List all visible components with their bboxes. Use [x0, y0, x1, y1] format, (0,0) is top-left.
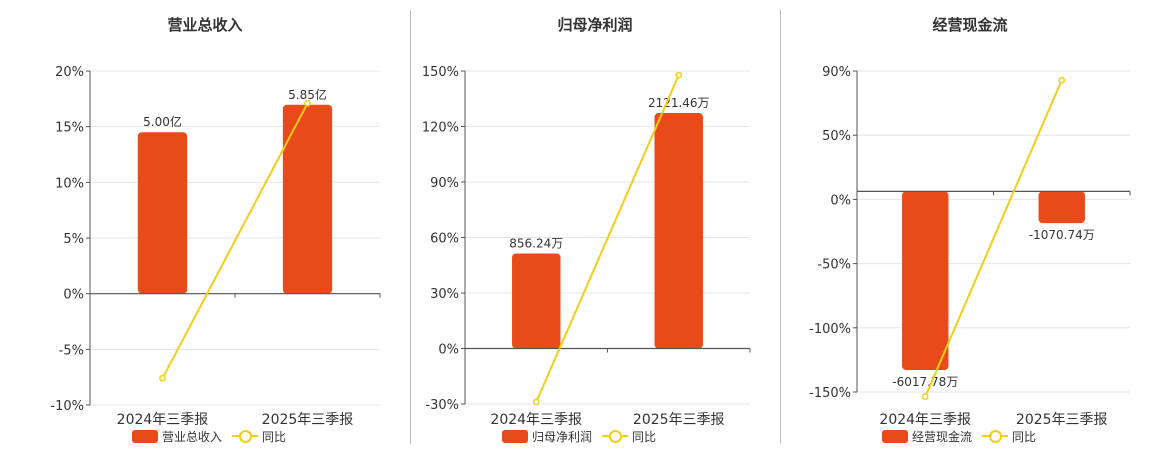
legend-line-swatch	[982, 429, 1009, 443]
yoy-point	[532, 398, 540, 406]
legend: 经营现金流 同比	[882, 428, 1036, 444]
chart-title: 营业总收入	[167, 16, 243, 34]
y-tick-label: 120%	[422, 121, 459, 136]
x-category-label: 2024年三季报	[117, 412, 209, 428]
y-tick-label: 10%	[55, 176, 84, 191]
legend-line-label: 同比	[632, 429, 657, 444]
legend-bar-swatch	[132, 429, 158, 443]
yoy-point	[1058, 76, 1066, 84]
yoy-line	[161, 102, 309, 379]
y-tick-label: -5%	[59, 343, 84, 358]
legend-bar-swatch	[502, 429, 528, 443]
y-tick-label: -10%	[50, 399, 84, 414]
x-category-label: 2024年三季报	[490, 412, 582, 428]
x-category-label: 2025年三季报	[1016, 412, 1108, 428]
y-tick-label: -50%	[817, 258, 851, 273]
y-tick-label: 90%	[430, 176, 459, 191]
bar	[512, 253, 561, 349]
legend: 归母净利润 同比	[502, 428, 656, 444]
chart-title: 归母净利润	[557, 16, 633, 34]
y-tick-label: 60%	[430, 232, 459, 247]
legend-line-swatch	[602, 429, 629, 443]
bar-data-label: 2121.46万	[648, 96, 710, 110]
y-tick-label: -100%	[809, 322, 851, 337]
y-tick-label: 0%	[830, 193, 851, 208]
yoy-line	[924, 79, 1063, 398]
bar-data-label: 5.85亿	[288, 87, 327, 102]
y-tick-label: 30%	[430, 287, 459, 302]
y-tick-label: 50%	[822, 129, 851, 144]
chart-net-profit: 150% 120% 90% 60% 30% 0% -30% 856.24万 2121.46万 20…	[422, 65, 751, 428]
yoy-point	[921, 393, 929, 401]
panel-divider	[780, 10, 781, 444]
legend: 营业总收入 同比	[132, 428, 286, 444]
chart-panel-cash-flow: 经营现金流 90% 50% 0% -50% -100% -150% -6017.78万 -10…	[780, 0, 1160, 450]
y-tick-label: 0%	[438, 343, 459, 358]
bar	[137, 132, 188, 294]
bar-data-label: -6017.78万	[892, 375, 958, 389]
chart-panel-revenue: 营业总收入 20% 15% 10% 5% 0% -5% -10% 5.00亿 5.85亿 2024…	[0, 0, 410, 450]
legend-line-label: 同比	[262, 429, 287, 444]
y-tick-label: 150%	[422, 65, 459, 80]
y-tick-label: 0%	[63, 288, 84, 303]
chart-cash-flow: 90% 50% 0% -50% -100% -150% -6017.78万 -1070.74万…	[809, 65, 1131, 428]
chart-title: 经营现金流	[932, 16, 1008, 34]
legend-bar-label: 营业总收入	[162, 429, 223, 444]
chart-revenue: 20% 15% 10% 5% 0% -5% -10% 5.00亿 5.85亿 2024年三季报 20…	[50, 65, 381, 428]
legend-bar-label: 归母净利润	[532, 429, 593, 444]
y-tick-label: 20%	[55, 65, 84, 80]
x-category-label: 2024年三季报	[879, 412, 971, 428]
legend-bar-label: 经营现金流	[912, 429, 973, 444]
y-tick-label: 15%	[55, 121, 84, 136]
bar-data-label: -1070.74万	[1029, 228, 1095, 242]
bar-data-label: 856.24万	[509, 236, 563, 250]
legend-line-swatch	[232, 429, 259, 443]
bar-data-label: 5.00亿	[143, 114, 182, 129]
y-tick-label: 90%	[822, 65, 851, 80]
panel-divider	[410, 10, 411, 444]
legend-bar-swatch	[882, 429, 908, 443]
y-tick-label: -30%	[425, 398, 459, 413]
bar	[1038, 191, 1085, 224]
x-category-label: 2025年三季报	[262, 412, 354, 428]
chart-panel-net-profit: 归母净利润 150% 120% 90% 60% 30% 0% -30% 856.24万 2121…	[410, 0, 780, 450]
yoy-point	[304, 99, 311, 107]
bar	[282, 104, 333, 294]
bar	[654, 113, 703, 349]
bar	[902, 191, 949, 371]
legend-line-label: 同比	[1012, 429, 1037, 444]
x-category-label: 2025年三季报	[633, 412, 725, 428]
y-tick-label: -150%	[809, 386, 851, 401]
yoy-point	[675, 71, 683, 79]
y-tick-label: 5%	[63, 232, 84, 247]
yoy-line	[535, 74, 680, 403]
yoy-point	[159, 374, 166, 382]
